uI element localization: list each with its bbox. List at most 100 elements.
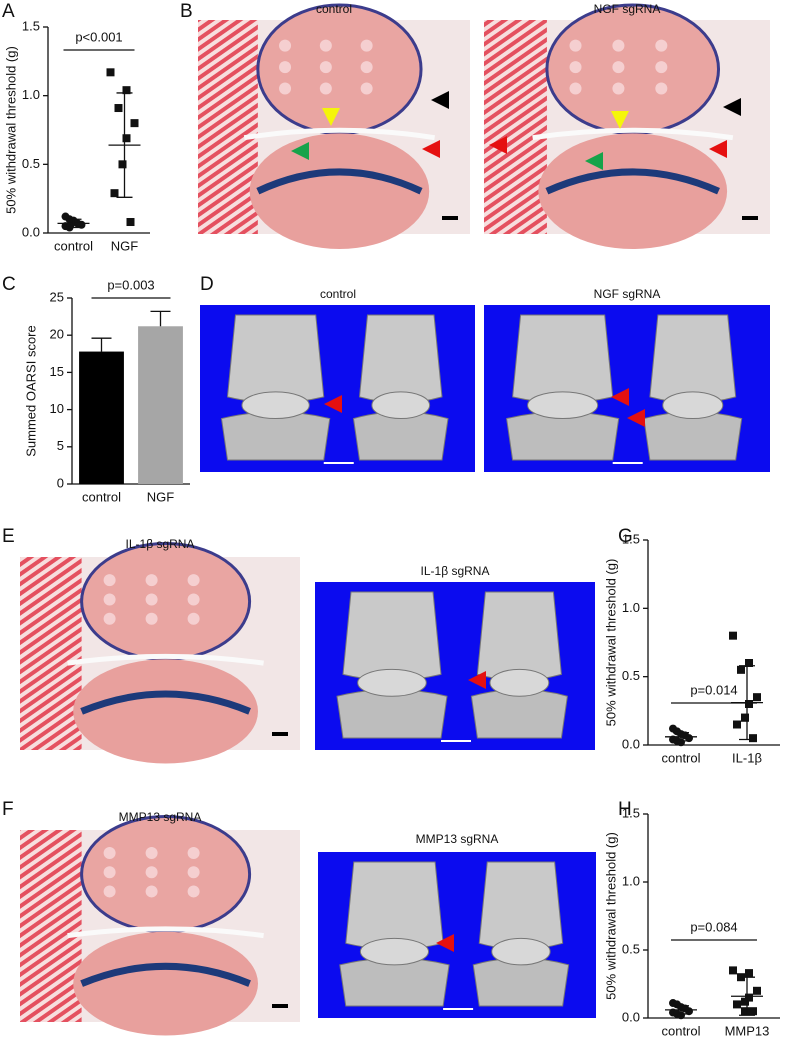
scale-bar [272, 732, 288, 736]
bone [226, 314, 325, 404]
x-tick-label: control [54, 238, 93, 253]
marrow [655, 61, 668, 74]
marrow [569, 39, 582, 52]
marrow [187, 593, 200, 606]
bone [339, 957, 450, 1007]
marrow [103, 593, 116, 606]
arrowhead [322, 108, 340, 126]
error-bar [150, 310, 171, 327]
p-value: p=0.003 [107, 277, 154, 292]
bone [478, 861, 564, 950]
arrowhead [611, 111, 629, 129]
y-tick-label: 0.5 [622, 668, 640, 683]
marrow [103, 612, 116, 625]
marrow [612, 39, 625, 52]
image-title: IL-1β sgRNA [421, 564, 490, 578]
y-axis-label: Summed OARSI score [23, 325, 38, 457]
marrow [655, 39, 668, 52]
error-bar [739, 976, 755, 1016]
growth-plate [80, 962, 251, 987]
marrow [187, 612, 200, 625]
y-tick-label: 20 [50, 327, 64, 342]
error-bar [673, 732, 689, 742]
data-point [745, 993, 753, 1002]
error-bar [739, 665, 755, 741]
scale-bar [441, 740, 471, 742]
y-tick-label: 0.0 [22, 224, 40, 239]
marrow [145, 885, 158, 898]
y-tick-label: 10 [50, 401, 64, 416]
muscle [484, 20, 547, 234]
y-tick-label: 0.0 [622, 736, 640, 751]
data-point [749, 734, 757, 743]
panel-letter: C [2, 274, 16, 295]
bone [345, 861, 444, 950]
marrow [360, 82, 373, 95]
condyle [491, 937, 551, 966]
marrow [279, 39, 292, 52]
bar [79, 351, 124, 484]
x-tick-label: MMP13 [725, 1023, 770, 1038]
bone [649, 314, 737, 404]
scale-bar [323, 462, 354, 464]
error-bar [91, 337, 112, 352]
bone [342, 591, 442, 681]
y-tick-label: 0.5 [22, 156, 40, 171]
condyle [662, 391, 724, 420]
panel-letter: F [2, 799, 14, 820]
histology-image [20, 541, 300, 764]
data-point [122, 134, 131, 143]
y-axis-label: 50% withdrawal threshold (g) [3, 46, 18, 214]
y-tick-label: 1.5 [622, 805, 640, 820]
y-tick-label: 1.0 [622, 600, 640, 615]
bone [220, 411, 331, 461]
growth-plate [256, 168, 423, 195]
scale-bar [442, 216, 458, 220]
marrow [612, 82, 625, 95]
marrow [569, 82, 582, 95]
microct-image [200, 305, 475, 472]
marrow [612, 61, 625, 74]
joint-space [532, 127, 734, 141]
marrow [145, 574, 158, 587]
y-tick-label: 0.5 [622, 941, 640, 956]
femur [80, 541, 252, 661]
x-tick-label: NGF [147, 489, 175, 504]
y-axis-label: 50% withdrawal threshold (g) [603, 559, 618, 727]
error-bar [65, 218, 82, 229]
x-tick-label: NGF [111, 238, 139, 253]
marrow [360, 39, 373, 52]
data-point [753, 986, 761, 995]
bone [506, 411, 620, 461]
histology-image [20, 815, 300, 1036]
y-axis-label: 50% withdrawal threshold (g) [603, 832, 618, 1000]
marrow [279, 82, 292, 95]
image-title: control [320, 287, 356, 301]
bone [358, 314, 443, 404]
condyle [489, 668, 550, 697]
image-title: control [316, 2, 352, 16]
muscle [20, 557, 82, 750]
marrow [279, 61, 292, 74]
y-tick-label: 0 [57, 475, 64, 490]
arrowhead [291, 142, 309, 160]
arrowhead [324, 395, 342, 413]
bone [352, 411, 449, 461]
y-tick-label: 1.5 [22, 18, 40, 33]
error-bar [116, 92, 133, 198]
marrow [145, 612, 158, 625]
scale-bar [612, 462, 643, 464]
arrowhead [422, 140, 440, 158]
scale-bar [272, 1004, 288, 1008]
growth-plate [545, 168, 720, 195]
arrowhead [585, 152, 603, 170]
arrowhead [611, 388, 629, 406]
y-tick-label: 15 [50, 364, 64, 379]
bone [472, 957, 570, 1007]
error-bar [673, 1005, 689, 1015]
condyle [241, 391, 310, 420]
joint-space [67, 926, 264, 939]
data-point [106, 68, 115, 77]
marrow [655, 82, 668, 95]
marrow [187, 885, 200, 898]
